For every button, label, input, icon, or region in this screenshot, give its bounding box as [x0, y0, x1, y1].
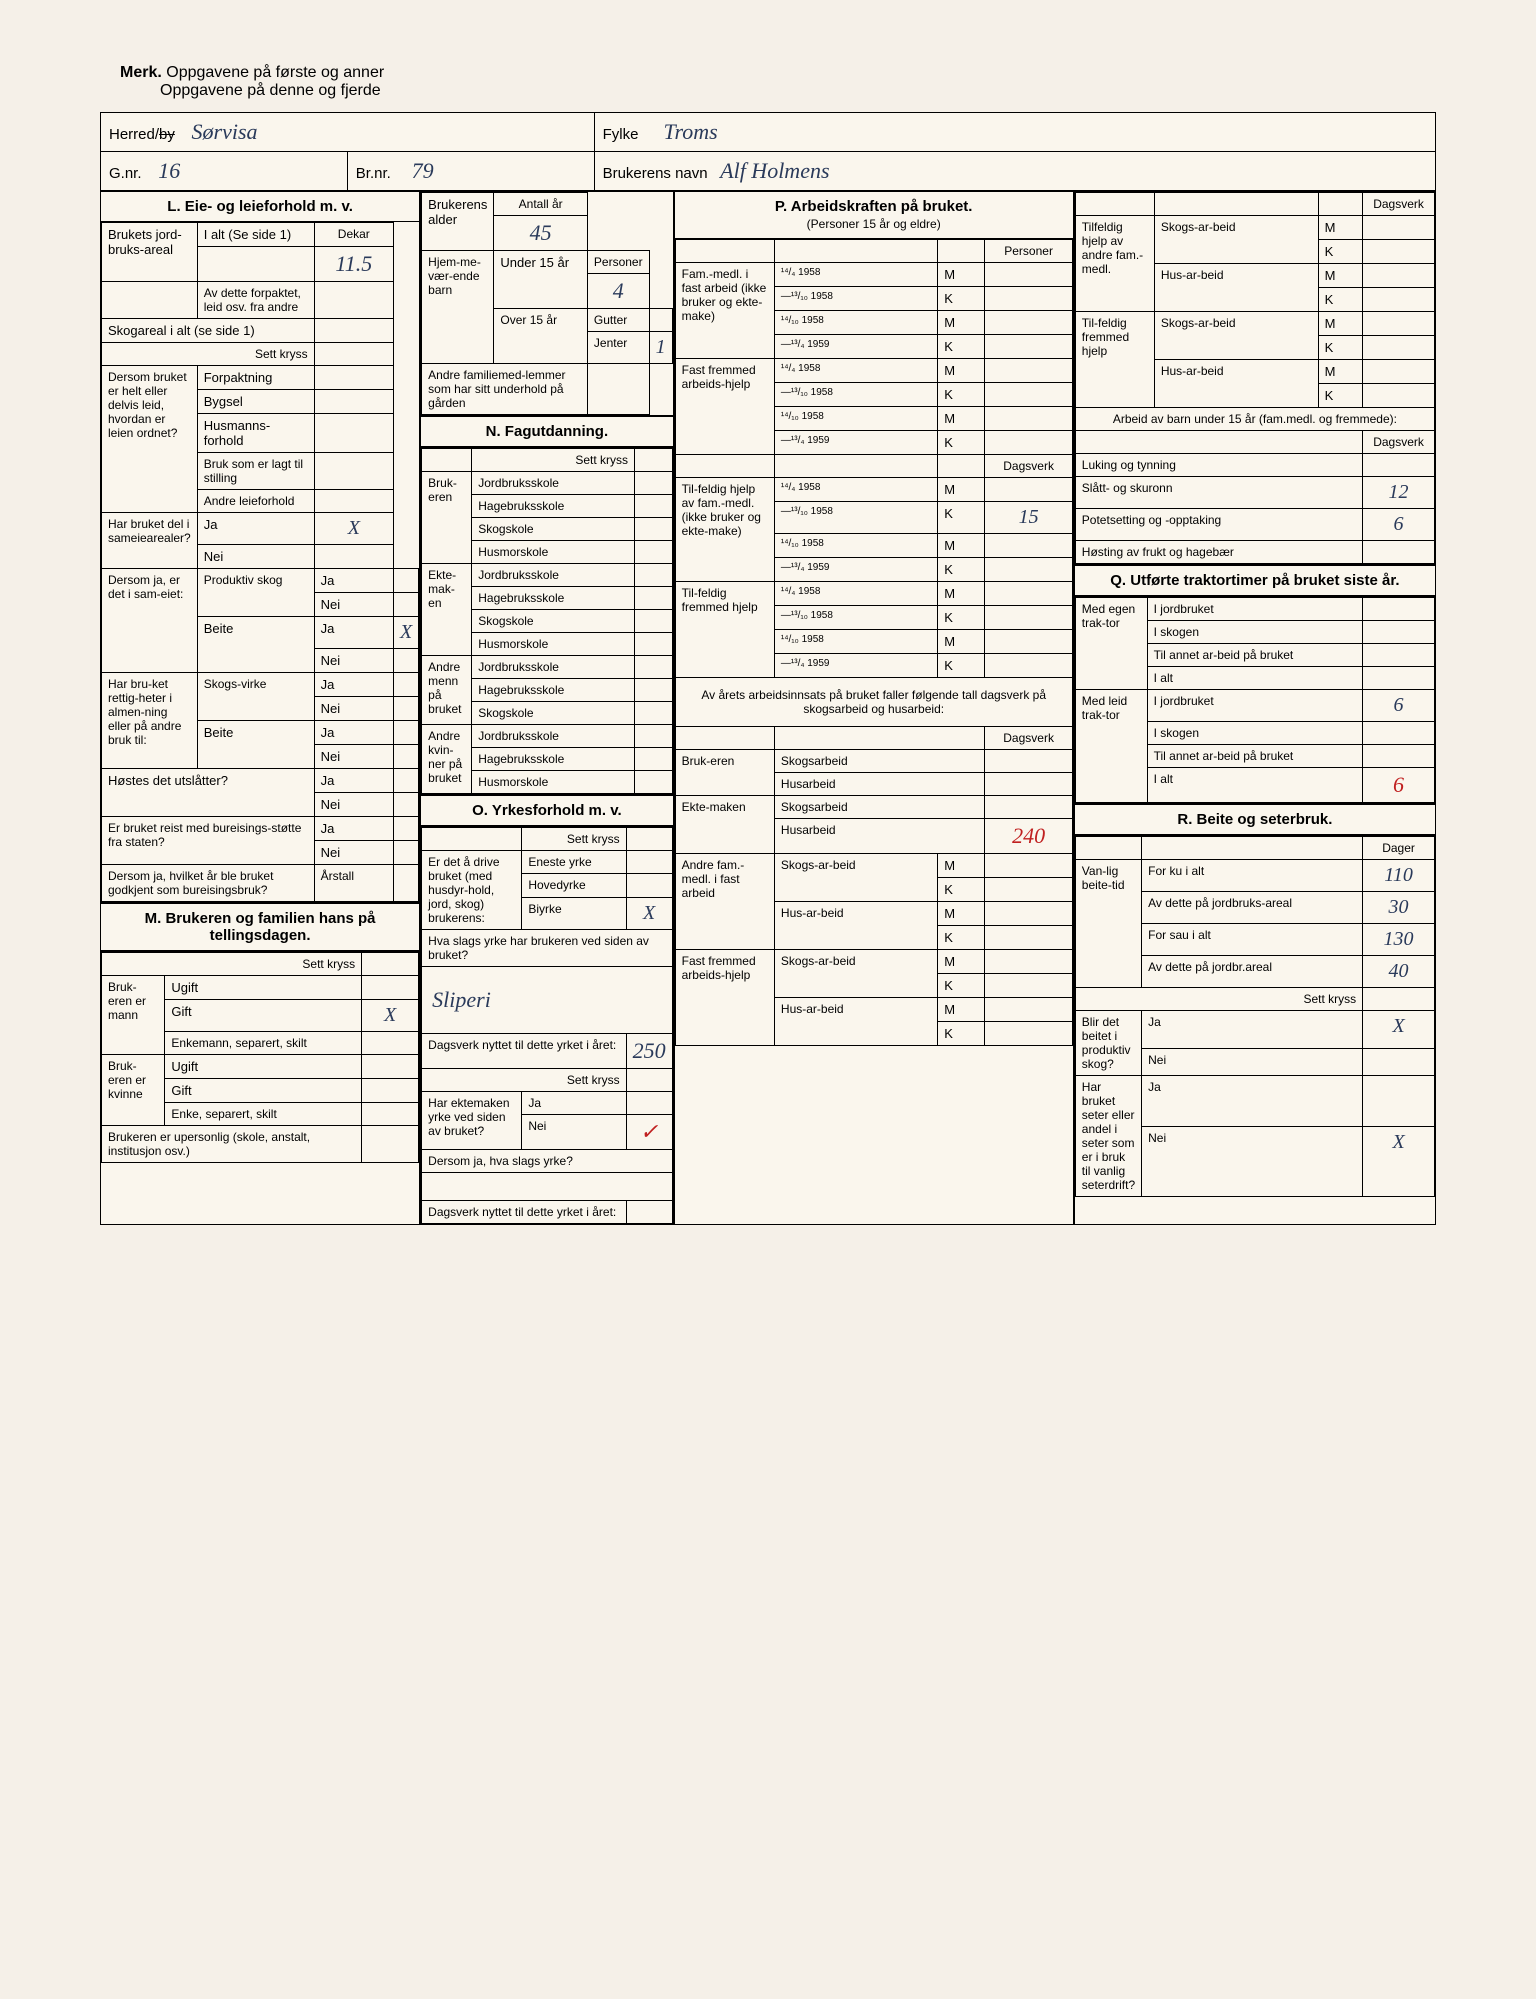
avdette-jord-val: 30: [1363, 892, 1435, 924]
andre-leie: Andre leieforhold: [197, 490, 314, 513]
bruksom: Bruk som er lagt til stilling: [197, 453, 314, 490]
avdette2-val: 40: [1363, 956, 1435, 988]
section-q-title: Q. Utførte traktortimer på bruket siste …: [1075, 564, 1435, 597]
section-n-title: N. Fagutdanning.: [421, 415, 672, 448]
potet-val: 6: [1363, 509, 1435, 541]
p-fammedl: Fam.-medl. i fast arbeid (ikke bruker og…: [675, 263, 774, 359]
ialt-value: 11.5: [314, 247, 393, 282]
r-tilfandre: Tilfeldig hjelp av andre fam.-medl.: [1075, 216, 1154, 312]
skogsvirke: Skogs-virke: [197, 673, 314, 721]
arstall: Årstall: [314, 865, 393, 902]
o-erdet: Er det å drive bruket (med husdyr-hold, …: [422, 851, 522, 930]
fylke-value: Troms: [663, 119, 717, 144]
dagsverk-val: 250: [626, 1034, 672, 1069]
brnr-value: 79: [412, 158, 434, 183]
dersomja2: Dersom ja, hvilket år ble bruket godkjen…: [102, 865, 315, 902]
brukets-label: Brukets jord-bruks-areal: [102, 223, 198, 282]
section-r-title: R. Beite og seterbruk.: [1075, 803, 1435, 836]
herred-label: Herred/: [109, 126, 159, 143]
q-medleid: Med leid trak-tor: [1075, 690, 1147, 803]
dersom-label: Dersom bruket er helt eller delvis leid,…: [102, 366, 198, 513]
slatt-val: 12: [1363, 477, 1435, 509]
beite: Beite: [197, 617, 314, 673]
r-blirdet: Blir det beitet i produktiv skog?: [1075, 1011, 1141, 1076]
section-m-title: M. Brukeren og familien hans på tellings…: [101, 902, 419, 952]
alder-label: Brukerens alder: [422, 193, 494, 251]
avdette-label: Av dette forpaktet, leid osv. fra andre: [197, 282, 314, 319]
census-form: Herred/by Sørvisa Fylke Troms G.nr. 16 B…: [100, 112, 1436, 1225]
nei1: Nei: [197, 545, 314, 569]
forsau-val: 130: [1363, 924, 1435, 956]
gnr-value: 16: [158, 158, 180, 183]
o-nei-mark: ✓: [626, 1115, 672, 1150]
p-avarets: Av årets arbeidsinnsats på bruket faller…: [675, 678, 1072, 727]
r-vanlig: Van-lig beite-tid: [1075, 860, 1141, 988]
forpaktning: Forpaktning: [197, 366, 314, 390]
yrke-val: Sliperi: [422, 967, 672, 1034]
upersonlig: Brukeren er upersonlig (skole, anstalt, …: [102, 1126, 362, 1163]
brnr-label: Br.nr.: [356, 165, 391, 182]
jenter-val: 1: [649, 332, 672, 364]
ekte-hus-val: 240: [985, 819, 1072, 854]
erbruket: Er bruket reist med bureisings-støtte fr…: [102, 817, 315, 865]
andrefam: Andre familiemed-lemmer som har sitt und…: [422, 364, 588, 415]
prodskog: Produktiv skog: [197, 569, 314, 617]
r-nei-mark: X: [1363, 1126, 1435, 1196]
ja-mark1: X: [314, 513, 393, 545]
dersomja: Dersom ja, er det i sam-eiet:: [102, 569, 198, 673]
ialt-label: I alt (Se side 1): [197, 223, 314, 247]
gnr-label: G.nr.: [109, 165, 142, 182]
bruker-value: Alf Holmens: [720, 158, 829, 183]
r-ja-mark: X: [1363, 1011, 1435, 1049]
o-hvaslags: Hva slags yrke har brukeren ved siden av…: [422, 930, 672, 967]
harbrukrett: Har bru-ket rettig-heter i almen-ning el…: [102, 673, 198, 769]
ja1: Ja: [197, 513, 314, 545]
brukeren-mann: Bruk-eren er mann: [102, 976, 165, 1055]
arbeid-barn: Arbeid av barn under 15 år (fam.medl. og…: [1075, 408, 1434, 431]
bygsel: Bygsel: [197, 390, 314, 414]
fylke-label: Fylke: [603, 126, 639, 143]
p-fastfr: Fast fremmed arbeids-hjelp: [675, 359, 774, 455]
n-brukeren: Bruk-eren: [422, 472, 472, 564]
dekar-label: Dekar: [314, 223, 393, 247]
p-tilffr: Til-feldig fremmed hjelp: [675, 582, 774, 678]
tilf-val: 15: [985, 502, 1072, 534]
harbruket: Har bruket del i sameiearealer?: [102, 513, 198, 569]
n-ekte: Ekte-mak-en: [422, 564, 472, 656]
n-andrekv: Andre kvin-ner på bruket: [422, 725, 472, 794]
r-harbruket: Har bruket seter eller andel i seter som…: [1075, 1076, 1141, 1197]
beite-ja: X: [393, 617, 418, 649]
skogareal-label: Skogareal i alt (se side 1): [102, 319, 315, 343]
q-ijord-val: 6: [1363, 690, 1435, 722]
forku-val: 110: [1363, 860, 1435, 892]
herred-value: Sørvisa: [192, 119, 258, 144]
n-andremenn: Andre menn på bruket: [422, 656, 472, 725]
q-medegen: Med egen trak-tor: [1075, 598, 1147, 690]
husmanns: Husmanns-forhold: [197, 414, 314, 453]
q-ialt-val: 6: [1363, 768, 1435, 803]
under15-val: 4: [587, 274, 649, 309]
settkryss1: Sett kryss: [102, 343, 315, 366]
biyrke-mark: X: [626, 897, 672, 929]
bruker-label: Brukerens navn: [603, 165, 708, 182]
section-p-title: P. Arbeidskraften på bruket.(Personer 15…: [675, 192, 1073, 239]
p-tilffam: Til-feldig hjelp av fam.-medl. (ikke bru…: [675, 478, 774, 582]
brukeren-kvinne: Bruk-eren er kvinne: [102, 1055, 165, 1126]
section-l-title: L. Eie- og leieforhold m. v.: [101, 192, 419, 222]
o-harekte: Har ektemaken yrke ved siden av bruket?: [422, 1092, 522, 1150]
r-tilffr: Til-feldig fremmed hjelp: [1075, 312, 1154, 408]
hostes: Høstes det utslåtter?: [102, 769, 315, 817]
gift-mark: X: [362, 1000, 419, 1032]
merk-note: Merk. Oppgavene på første og anner Oppga…: [100, 60, 1436, 112]
hjemme: Hjem-me-vær-ende barn: [422, 251, 494, 364]
alder-val: 45: [494, 216, 588, 251]
section-o-title: O. Yrkesforhold m. v.: [421, 794, 672, 827]
